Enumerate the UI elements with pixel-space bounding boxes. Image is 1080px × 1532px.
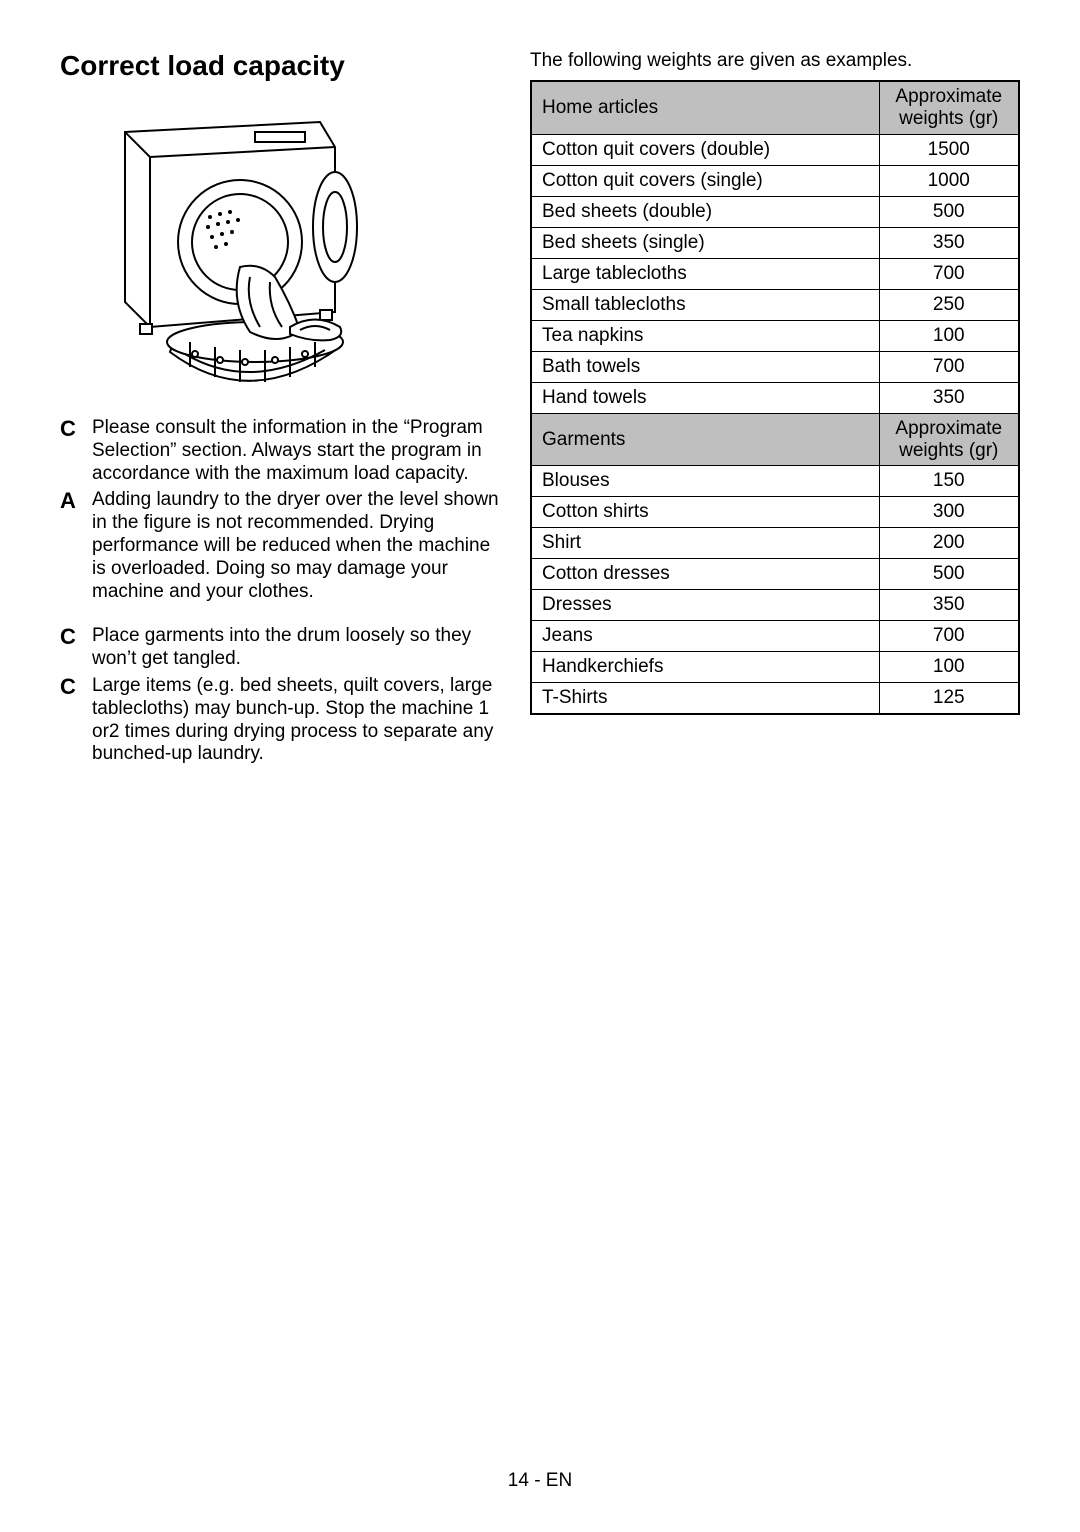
table-cell: Large tablecloths (531, 258, 879, 289)
table-cell: Bed sheets (single) (531, 227, 879, 258)
note-letter: C (60, 625, 92, 671)
table-cell: Shirt (531, 528, 879, 559)
table-cell: 1000 (879, 165, 1019, 196)
table-cell: 700 (879, 621, 1019, 652)
table-cell: Dresses (531, 590, 879, 621)
table-cell: 300 (879, 497, 1019, 528)
table-cell: 100 (879, 652, 1019, 683)
note-text: Large items (e.g. bed sheets, quilt cove… (92, 675, 500, 766)
table-cell: 700 (879, 258, 1019, 289)
table-cell: 100 (879, 320, 1019, 351)
note-text: Place garments into the drum loosely so … (92, 625, 500, 671)
table-cell: Handkerchiefs (531, 652, 879, 683)
note-item: A Adding laundry to the dryer over the l… (60, 489, 500, 603)
table-cell: 350 (879, 227, 1019, 258)
table-row: Bath towels700 (531, 351, 1019, 382)
table-cell: Blouses (531, 466, 879, 497)
table-row: Dresses350 (531, 590, 1019, 621)
section-title: Correct load capacity (60, 50, 500, 82)
table-cell: Bath towels (531, 351, 879, 382)
table-cell: Bed sheets (double) (531, 196, 879, 227)
table-cell: 350 (879, 382, 1019, 413)
table-row: Hand towels350 (531, 382, 1019, 413)
table-cell: Cotton dresses (531, 559, 879, 590)
table-row: Bed sheets (single)350 (531, 227, 1019, 258)
table-row: Tea napkins100 (531, 320, 1019, 351)
table-row: Cotton shirts300 (531, 497, 1019, 528)
table-row: T-Shirts125 (531, 683, 1019, 715)
table-cell: T-Shirts (531, 683, 879, 715)
table-cell: 200 (879, 528, 1019, 559)
table-cell: 150 (879, 466, 1019, 497)
table-header-cell: Approximate weights (gr) (879, 413, 1019, 466)
table-row: Cotton quit covers (double)1500 (531, 134, 1019, 165)
note-item: C Large items (e.g. bed sheets, quilt co… (60, 675, 500, 766)
table-row: Cotton quit covers (single)1000 (531, 165, 1019, 196)
table-row: Small tablecloths250 (531, 289, 1019, 320)
table-cell: 350 (879, 590, 1019, 621)
table-intro: The following weights are given as examp… (530, 50, 1020, 72)
table-row: Large tablecloths700 (531, 258, 1019, 289)
table-cell: Cotton shirts (531, 497, 879, 528)
table-cell: Small tablecloths (531, 289, 879, 320)
table-cell: 500 (879, 559, 1019, 590)
table-row: Bed sheets (double)500 (531, 196, 1019, 227)
notes-list-1: C Please consult the information in the … (60, 417, 500, 603)
dryer-illustration (90, 102, 370, 402)
table-header-row: Garments Approximate weights (gr) (531, 413, 1019, 466)
table-cell: 125 (879, 683, 1019, 715)
note-text: Please consult the information in the “P… (92, 417, 500, 485)
table-header-cell: Home articles (531, 81, 879, 134)
note-letter: C (60, 675, 92, 766)
table-row: Shirt200 (531, 528, 1019, 559)
notes-list-2: C Place garments into the drum loosely s… (60, 625, 500, 766)
table-row: Jeans700 (531, 621, 1019, 652)
page-footer: 14 - EN (0, 1470, 1080, 1492)
table-cell: 500 (879, 196, 1019, 227)
table-header-row: Home articles Approximate weights (gr) (531, 81, 1019, 134)
note-text: Adding laundry to the dryer over the lev… (92, 489, 500, 603)
note-letter: C (60, 417, 92, 485)
note-letter: A (60, 489, 92, 603)
table-cell: Jeans (531, 621, 879, 652)
table-cell: 250 (879, 289, 1019, 320)
table-row: Handkerchiefs100 (531, 652, 1019, 683)
table-cell: Cotton quit covers (single) (531, 165, 879, 196)
table-cell: Cotton quit covers (double) (531, 134, 879, 165)
note-item: C Please consult the information in the … (60, 417, 500, 485)
table-header-cell: Approximate weights (gr) (879, 81, 1019, 134)
note-item: C Place garments into the drum loosely s… (60, 625, 500, 671)
table-cell: 700 (879, 351, 1019, 382)
weights-table: Home articles Approximate weights (gr) C… (530, 80, 1020, 715)
table-cell: Hand towels (531, 382, 879, 413)
table-cell: 1500 (879, 134, 1019, 165)
table-cell: Tea napkins (531, 320, 879, 351)
table-row: Blouses150 (531, 466, 1019, 497)
table-header-cell: Garments (531, 413, 879, 466)
table-row: Cotton dresses500 (531, 559, 1019, 590)
